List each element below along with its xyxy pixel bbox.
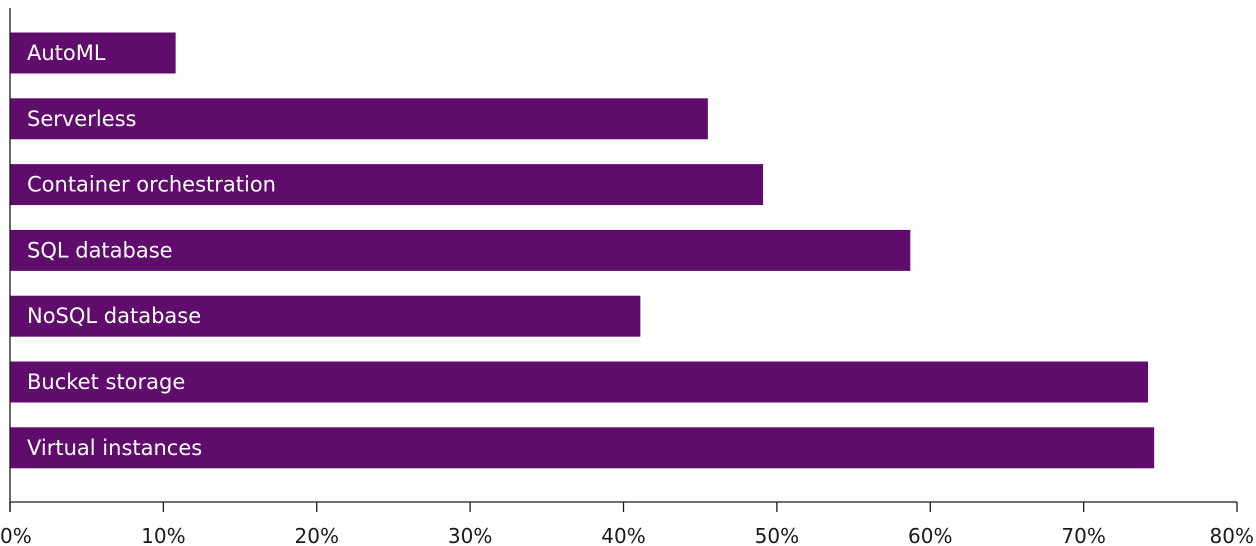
x-tick-label: 80% (1210, 524, 1254, 546)
x-tick-label: 50% (755, 524, 799, 546)
bar-label: Bucket storage (27, 370, 185, 394)
bar-label: Virtual instances (27, 436, 202, 460)
bars: AutoML Serverless Container orchestration S… (10, 32, 1155, 469)
bar-label: SQL database (27, 238, 173, 262)
x-tick-label: 30% (448, 524, 492, 546)
bar-label: Container orchestration (27, 173, 276, 197)
x-tick-label: 70% (1061, 524, 1105, 546)
bar-serverless (10, 98, 708, 140)
bar-sql-database (10, 229, 911, 271)
x-tick-label: 40% (601, 524, 645, 546)
bar-bucket-storage (10, 361, 1149, 403)
bar-label: NoSQL database (27, 304, 201, 328)
bar-nosql-database (10, 295, 641, 337)
bar-label: Serverless (27, 107, 137, 131)
x-tick-label: 10% (141, 524, 185, 546)
bar-container-orchestration (10, 164, 764, 206)
bar-automl (10, 32, 176, 74)
x-tick-label: 20% (295, 524, 339, 546)
x-tick-label: 60% (908, 524, 952, 546)
x-tick-label: 0% (0, 524, 32, 546)
x-axis-ticks: 0% 10% 20% 30% 40% 50% 60% 70% 80% (0, 502, 1254, 546)
bar-virtual-instances (10, 427, 1155, 469)
bar-label: AutoML (27, 41, 106, 65)
